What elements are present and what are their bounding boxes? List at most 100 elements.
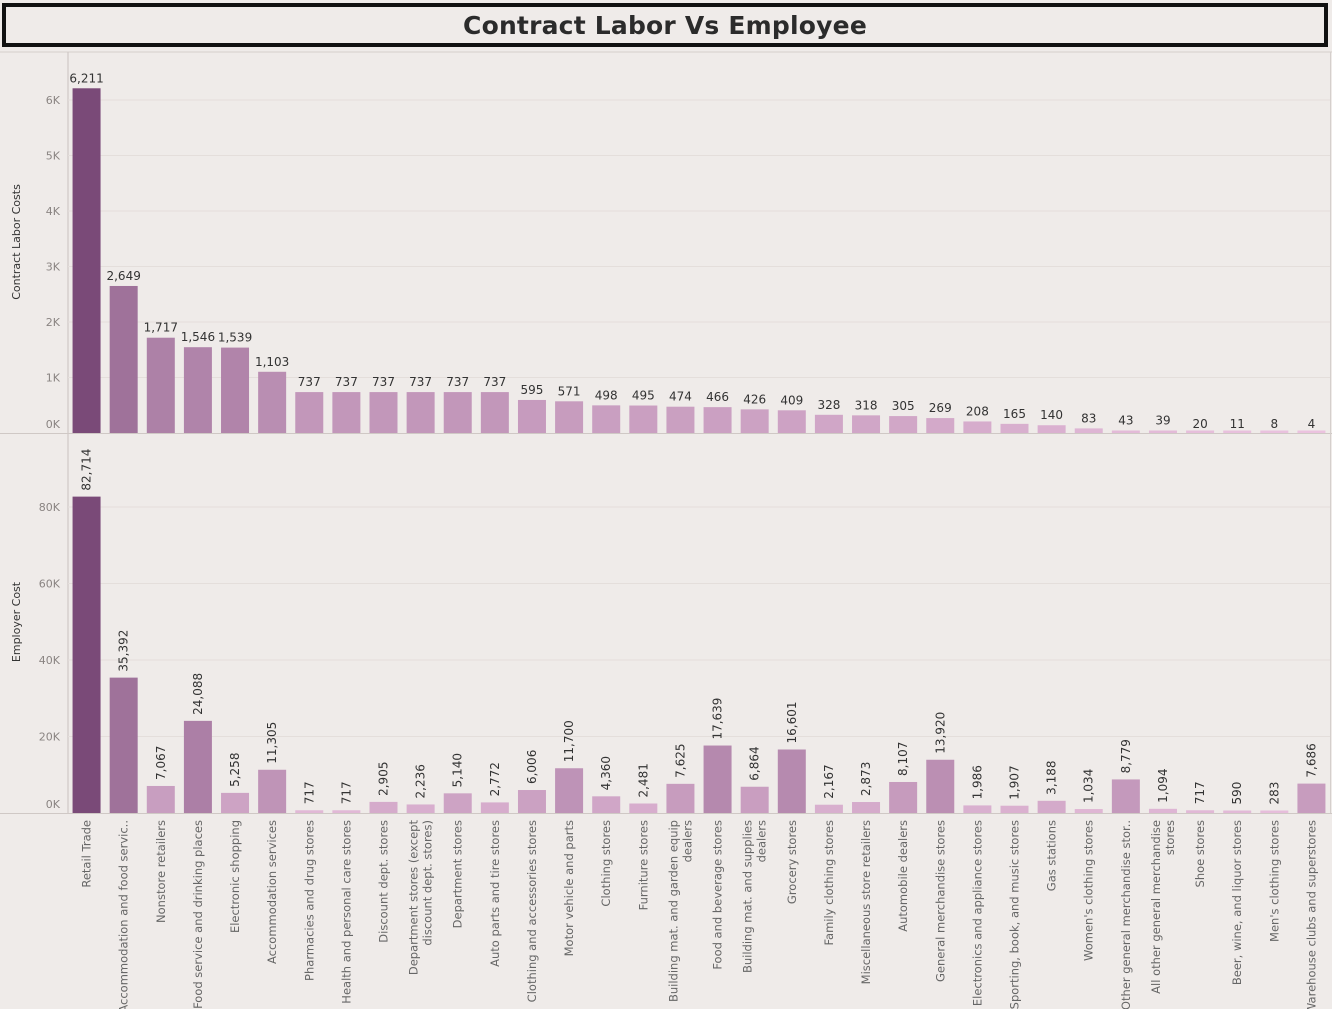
data-label: 35,392 [117,630,131,672]
x-tick-label: Auto parts and tire stores [488,820,502,967]
x-tick-label-line: General merchandise stores [933,820,947,982]
x-tick-label: Grocery stores [785,820,799,904]
chart-title-box: Contract Labor Vs Employee [2,3,1328,47]
bar [1111,430,1140,433]
x-tick-label: Clothing and accessories stores [525,820,539,1002]
x-tick-label-line: Miscellaneous store retailers [859,820,873,984]
x-tick-label: Beer, wine, and liquor stores [1230,820,1244,985]
data-label: 208 [966,404,989,418]
y-tick-label: 5K [46,150,61,163]
bar [406,392,435,433]
bar [146,337,175,433]
data-label: 17,639 [711,698,725,740]
bar [332,810,361,813]
x-category-labels: Retail Trade Accommodation and food servi… [80,820,1319,1009]
bar [889,781,918,813]
x-tick-label: Electronic shopping [228,820,242,933]
x-tick-label: Clothing stores [599,820,613,907]
x-tick-label-line: Nonstore retailers [154,820,168,923]
data-label: 328 [817,398,840,412]
x-tick-label: Accommodation and food servic.. [117,820,131,1009]
bar [443,793,472,813]
data-label: 4 [1308,417,1316,431]
bar [629,405,658,433]
data-label: 20 [1192,417,1207,431]
bar [1148,808,1177,813]
x-tick-label-line: Sporting, book, and music stores [1008,820,1022,1009]
data-label: 737 [298,375,321,389]
data-label: 5,140 [451,753,465,787]
x-tick-label-line: Motor vehicle and parts [562,820,576,956]
data-label: 6,211 [69,71,103,85]
x-tick-label-line: Beer, wine, and liquor stores [1230,820,1244,985]
x-tick-label: Miscellaneous store retailers [859,820,873,984]
x-tick-label: Furniture stores [636,820,650,910]
data-label: 717 [339,781,353,804]
x-tick-label: Shoe stores [1193,820,1207,887]
bar [1186,430,1215,433]
data-label: 11,305 [265,722,279,764]
x-tick-label-line: Electronics and appliance stores [970,820,984,1006]
data-label: 595 [521,383,544,397]
bar [109,677,138,813]
data-label: 318 [855,398,878,412]
data-label: 474 [669,390,692,404]
bar [1111,779,1140,813]
data-label: 2,236 [414,764,428,798]
bar [1037,425,1066,433]
x-tick-label-line: stores [1163,820,1177,855]
data-label: 269 [929,401,952,415]
y-tick-label: 20K [39,731,61,744]
bar [183,347,212,433]
x-tick-label: Pharmacies and drug stores [302,820,316,981]
bar [777,410,806,433]
x-tick-label-line: Automobile dealers [896,820,910,932]
x-tick-label-line: Family clothing stores [822,820,836,946]
bar [703,407,732,433]
bar [1074,809,1103,813]
bar [926,759,955,813]
x-tick-label-line: discount dept. stores) [421,820,435,946]
x-tick-label: Sporting, book, and music stores [1008,820,1022,1009]
panel-employer: 0K 20K 40K 60K 80K Employer Cost 82,714 35,392 7… [10,449,1330,813]
bar [629,803,658,813]
x-tick-label: All other general merchandisestores [1149,820,1177,994]
x-tick-label-line: Electronic shopping [228,820,242,933]
x-tick-label: Department stores (exceptdiscount dept. … [407,820,435,976]
data-label: 2,481 [636,763,650,797]
y-axis-title: Contract Labor Costs [10,184,23,300]
x-tick-label: Retail Trade [80,820,94,888]
bar [777,749,806,813]
x-tick-label: Gas stations [1045,820,1059,891]
data-label: 11,700 [562,720,576,762]
data-label: 283 [1267,782,1281,805]
x-tick-label-line: Food and beverage stores [711,820,725,970]
data-label: 590 [1230,782,1244,805]
data-label: 13,920 [933,712,947,754]
data-label: 1,103 [255,355,289,369]
x-tick-label-line: Accommodation and food servic.. [117,820,131,1009]
data-label: 3,188 [1045,760,1059,794]
data-label: 83 [1081,411,1096,425]
data-label: 8 [1271,417,1279,431]
bar [517,790,546,813]
data-label: 305 [892,399,915,413]
data-label: 1,907 [1008,765,1022,799]
x-tick-label-line: Accommodation services [265,820,279,964]
data-label: 466 [706,390,729,404]
bar [1223,810,1252,813]
x-tick-label-line: All other general merchandise [1149,820,1163,994]
data-label: 737 [409,375,432,389]
data-label: 6,006 [525,750,539,784]
bar [852,415,881,433]
x-tick-label: Automobile dealers [896,820,910,932]
x-tick-label-line: Men's clothing stores [1267,820,1281,942]
bar [740,409,769,433]
x-tick-label-line: Clothing and accessories stores [525,820,539,1002]
x-tick-label-line: Health and personal care stores [339,820,353,1004]
data-label: 4,360 [599,756,613,790]
bar [1260,810,1289,813]
bar [703,745,732,813]
bar [295,392,324,433]
x-tick-label-line: Food service and drinking places [191,820,205,1009]
